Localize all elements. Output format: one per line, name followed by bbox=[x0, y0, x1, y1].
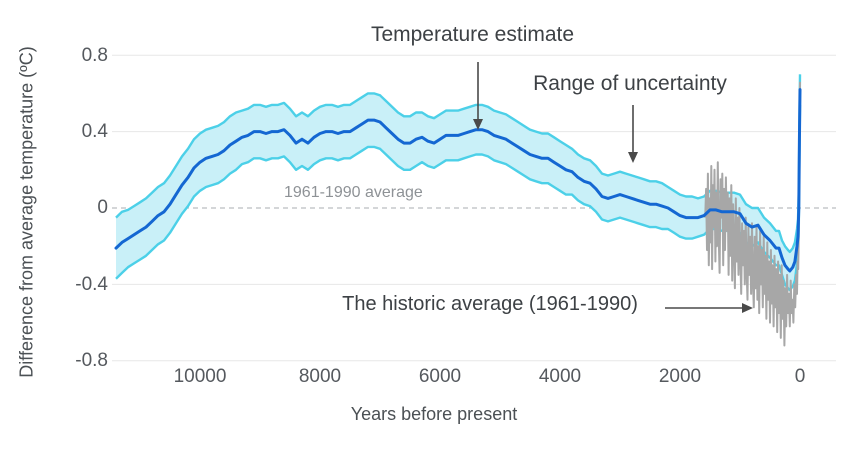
y-tick-label: 0.8 bbox=[81, 45, 108, 66]
y-axis-title: Difference from average temperature (ºC) bbox=[16, 46, 37, 378]
y-tick-label: -0.8 bbox=[75, 350, 108, 371]
x-tick-label: 6000 bbox=[418, 366, 462, 387]
x-tick-label: 10000 bbox=[173, 366, 227, 387]
x-tick-label: 0 bbox=[794, 366, 806, 387]
y-tick-label: -0.4 bbox=[75, 274, 108, 295]
y-tick-label: 0.4 bbox=[81, 121, 108, 142]
y-tick-label: 0 bbox=[97, 197, 108, 218]
annotation-historic-average: The historic average (1961-1990) bbox=[342, 293, 638, 315]
annotation-range-of-uncertainty: Range of uncertainty bbox=[533, 72, 727, 95]
x-tick-label: 2000 bbox=[658, 366, 702, 387]
x-tick-label: 4000 bbox=[538, 366, 582, 387]
x-axis-title: Years before present bbox=[350, 404, 518, 424]
annotation-baseline-average: 1961-1990 average bbox=[284, 184, 423, 201]
x-tick-label: 8000 bbox=[298, 366, 342, 387]
annotation-temperature-estimate: Temperature estimate bbox=[370, 23, 575, 46]
